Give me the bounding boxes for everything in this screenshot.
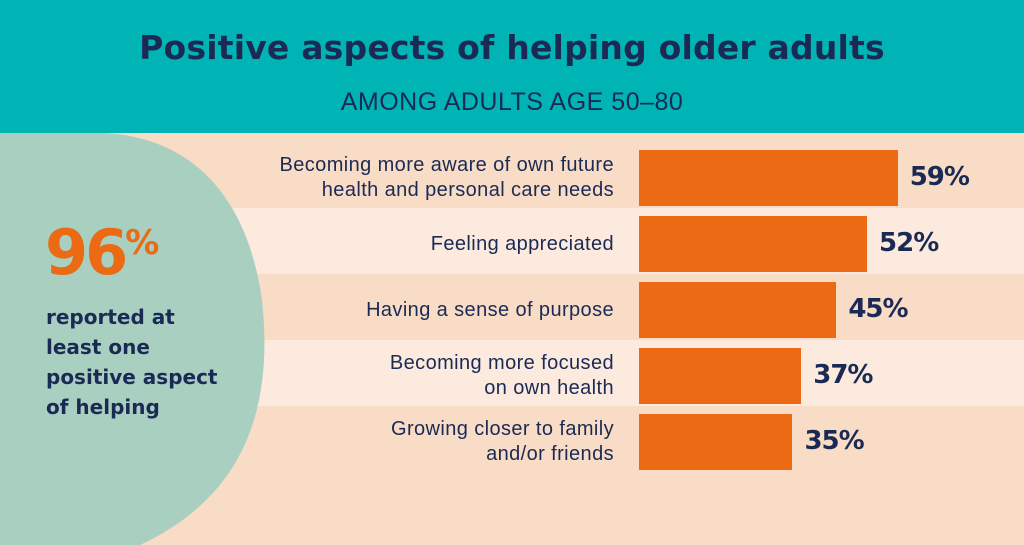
bar	[639, 216, 868, 272]
value-label: 59%	[909, 162, 970, 192]
category-label: Growing closer to family and/or friends	[391, 418, 614, 465]
category-label: Becoming more focused on own health	[389, 352, 614, 399]
category-label: Becoming more aware of own future health …	[279, 154, 614, 201]
bar	[639, 414, 793, 470]
value-label: 35%	[804, 426, 864, 456]
bar	[639, 282, 837, 338]
highlight-number: 96	[45, 216, 128, 289]
value-label: 37%	[813, 360, 873, 390]
highlight-percent-sign: %	[125, 223, 160, 263]
value-label: 45%	[848, 294, 908, 324]
category-label: Feeling appreciated	[430, 232, 614, 255]
chart-title: Positive aspects of helping older adults	[139, 28, 885, 67]
chart-subtitle: AMONG ADULTS AGE 50–80	[340, 88, 684, 116]
category-label: Having a sense of purpose	[366, 298, 614, 321]
bar	[639, 150, 898, 206]
header-banner: Positive aspects of helping older adults…	[0, 0, 1024, 133]
value-label: 52%	[879, 228, 939, 258]
bar	[639, 348, 802, 404]
highlight-text: reported at least one positive aspect of…	[46, 305, 218, 419]
highlight-percentage: 96%	[45, 222, 159, 284]
